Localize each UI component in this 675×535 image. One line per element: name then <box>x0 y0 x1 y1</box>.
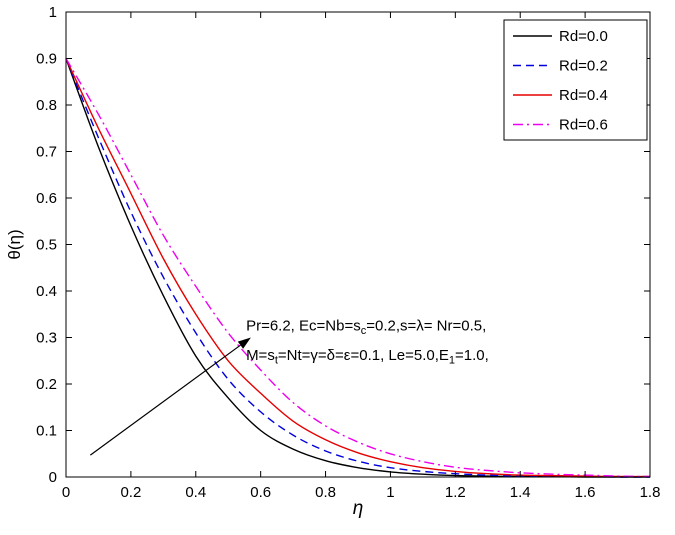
curve-rd-0-6 <box>65 58 651 478</box>
y-tick-label: 0.9 <box>36 51 57 68</box>
x-tick-label: 1.8 <box>640 484 661 501</box>
x-tick-label: 1 <box>386 484 394 501</box>
legend: Rd=0.0 Rd=0.2 Rd=0.4 Rd=0.6 <box>503 19 648 141</box>
x-tick-label: 0.2 <box>120 484 141 501</box>
legend-entry-label: Rd=0.6 <box>559 117 608 134</box>
x-axis-label: η <box>353 498 364 519</box>
legend-box <box>503 19 648 141</box>
arrow-shaft <box>89 344 241 456</box>
legend-entry-label: Rd=0.0 <box>559 28 608 45</box>
y-tick-label: 0.5 <box>36 237 57 254</box>
y-tick-label: 0.1 <box>36 423 57 440</box>
annotation-text: Pr=6.2, Ec=Nb=sc=0.2,s=λ= Nr=0.5, M=st=Nt… <box>246 318 489 367</box>
x-tick-label: 0 <box>62 484 70 501</box>
legend-entry-label: Rd=0.2 <box>559 58 608 75</box>
y-tick-label: 1 <box>49 4 57 21</box>
curve-rd-0-2 <box>65 58 651 478</box>
x-tick-label: 0.4 <box>185 484 206 501</box>
x-tick-label: 1.4 <box>510 484 531 501</box>
annotation-arrow <box>89 337 251 456</box>
arrow-head <box>237 337 251 349</box>
y-tick-label: 0.7 <box>36 144 57 161</box>
annotation-line: M=st=Nt=γ=δ=ε=0.1, Le=5.0,E1=1.0, <box>246 347 489 367</box>
y-tick-label: 0.4 <box>36 283 57 300</box>
y-tick-label: 0.3 <box>36 330 57 347</box>
legend-entry-label: Rd=0.4 <box>559 87 608 104</box>
y-tick-label: 0.8 <box>36 97 57 114</box>
y-tick-label: 0 <box>49 469 57 486</box>
x-tick-label: 0.6 <box>250 484 271 501</box>
y-axis-label: θ(η) <box>5 229 24 259</box>
curve-rd-0-4 <box>65 58 651 478</box>
y-tick-label: 0.6 <box>36 190 57 207</box>
x-tick-label: 1.2 <box>445 484 466 501</box>
x-axis: 0 0.2 0.4 0.6 0.8 1 1.2 1.4 1.6 1.8 <box>62 12 661 501</box>
x-tick-label: 0.8 <box>315 484 336 501</box>
annotation-line: Pr=6.2, Ec=Nb=sc=0.2,s=λ= Nr=0.5, <box>246 318 486 338</box>
y-tick-label: 0.2 <box>36 376 57 393</box>
x-tick-label: 1.6 <box>575 484 596 501</box>
y-axis: 0 0.1 0.2 0.3 0.4 0.5 0.6 0.7 0.8 0.9 1 <box>36 4 650 486</box>
